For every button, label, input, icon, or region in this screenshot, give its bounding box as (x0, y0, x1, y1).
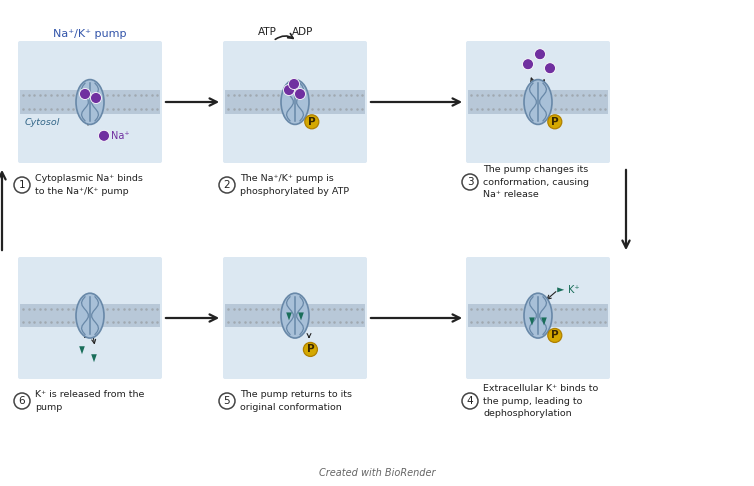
Circle shape (462, 393, 478, 409)
Polygon shape (557, 287, 564, 292)
Text: The Na⁺/K⁺ pump is
phosphorylated by ATP: The Na⁺/K⁺ pump is phosphorylated by ATP (240, 174, 349, 195)
Text: 2: 2 (224, 180, 230, 190)
Circle shape (544, 63, 556, 74)
Ellipse shape (76, 293, 104, 338)
Circle shape (548, 115, 562, 129)
Text: The pump changes its
conformation, causing
Na⁺ release: The pump changes its conformation, causi… (483, 165, 589, 199)
Circle shape (548, 329, 562, 343)
Ellipse shape (281, 80, 309, 124)
Text: 4: 4 (467, 396, 474, 406)
Circle shape (289, 79, 299, 89)
Text: 5: 5 (224, 396, 230, 406)
Circle shape (523, 59, 534, 69)
Circle shape (99, 130, 109, 141)
Circle shape (535, 49, 545, 60)
Circle shape (79, 88, 90, 100)
Circle shape (462, 174, 478, 190)
Text: ATP: ATP (258, 27, 277, 37)
Bar (20, 304, 160, 328)
Circle shape (303, 343, 317, 356)
Text: Cytosol: Cytosol (25, 118, 60, 127)
Bar (225, 304, 365, 328)
Polygon shape (298, 312, 304, 320)
FancyBboxPatch shape (466, 41, 610, 163)
FancyBboxPatch shape (18, 257, 162, 379)
FancyBboxPatch shape (223, 257, 367, 379)
Circle shape (284, 85, 295, 96)
Polygon shape (529, 317, 535, 326)
Text: ADP: ADP (293, 27, 314, 37)
Text: K⁺ is released from the
pump: K⁺ is released from the pump (35, 390, 144, 412)
Bar (468, 90, 608, 114)
Text: The pump returns to its
original conformation: The pump returns to its original conform… (240, 390, 352, 412)
Polygon shape (541, 317, 547, 326)
Text: P: P (307, 345, 314, 354)
Circle shape (305, 115, 319, 129)
Circle shape (219, 393, 235, 409)
FancyBboxPatch shape (466, 257, 610, 379)
FancyBboxPatch shape (18, 41, 162, 163)
Bar (20, 90, 160, 114)
Ellipse shape (281, 293, 309, 338)
Text: P: P (308, 117, 316, 127)
Text: K⁺: K⁺ (568, 285, 580, 295)
Text: 1: 1 (19, 180, 26, 190)
Circle shape (219, 177, 235, 193)
Polygon shape (287, 312, 292, 320)
Text: Cytoplasmic Na⁺ binds
to the Na⁺/K⁺ pump: Cytoplasmic Na⁺ binds to the Na⁺/K⁺ pump (35, 174, 143, 195)
Ellipse shape (524, 80, 552, 124)
Text: Extracellular K⁺ binds to
the pump, leading to
dephosphorylation: Extracellular K⁺ binds to the pump, lead… (483, 384, 598, 417)
Text: 3: 3 (467, 177, 474, 187)
Text: 6: 6 (19, 396, 26, 406)
Circle shape (90, 92, 102, 104)
Ellipse shape (524, 293, 552, 338)
Text: P: P (551, 330, 559, 340)
Ellipse shape (76, 80, 104, 124)
Circle shape (295, 88, 305, 100)
Text: Na⁺: Na⁺ (111, 131, 130, 141)
Circle shape (14, 393, 30, 409)
Circle shape (14, 177, 30, 193)
Text: Na⁺/K⁺ pump: Na⁺/K⁺ pump (54, 29, 127, 39)
Polygon shape (79, 346, 84, 354)
Text: Created with BioRender: Created with BioRender (319, 468, 435, 478)
Polygon shape (91, 354, 97, 362)
FancyBboxPatch shape (223, 41, 367, 163)
Bar (225, 90, 365, 114)
Bar (468, 304, 608, 328)
Text: P: P (551, 117, 559, 127)
